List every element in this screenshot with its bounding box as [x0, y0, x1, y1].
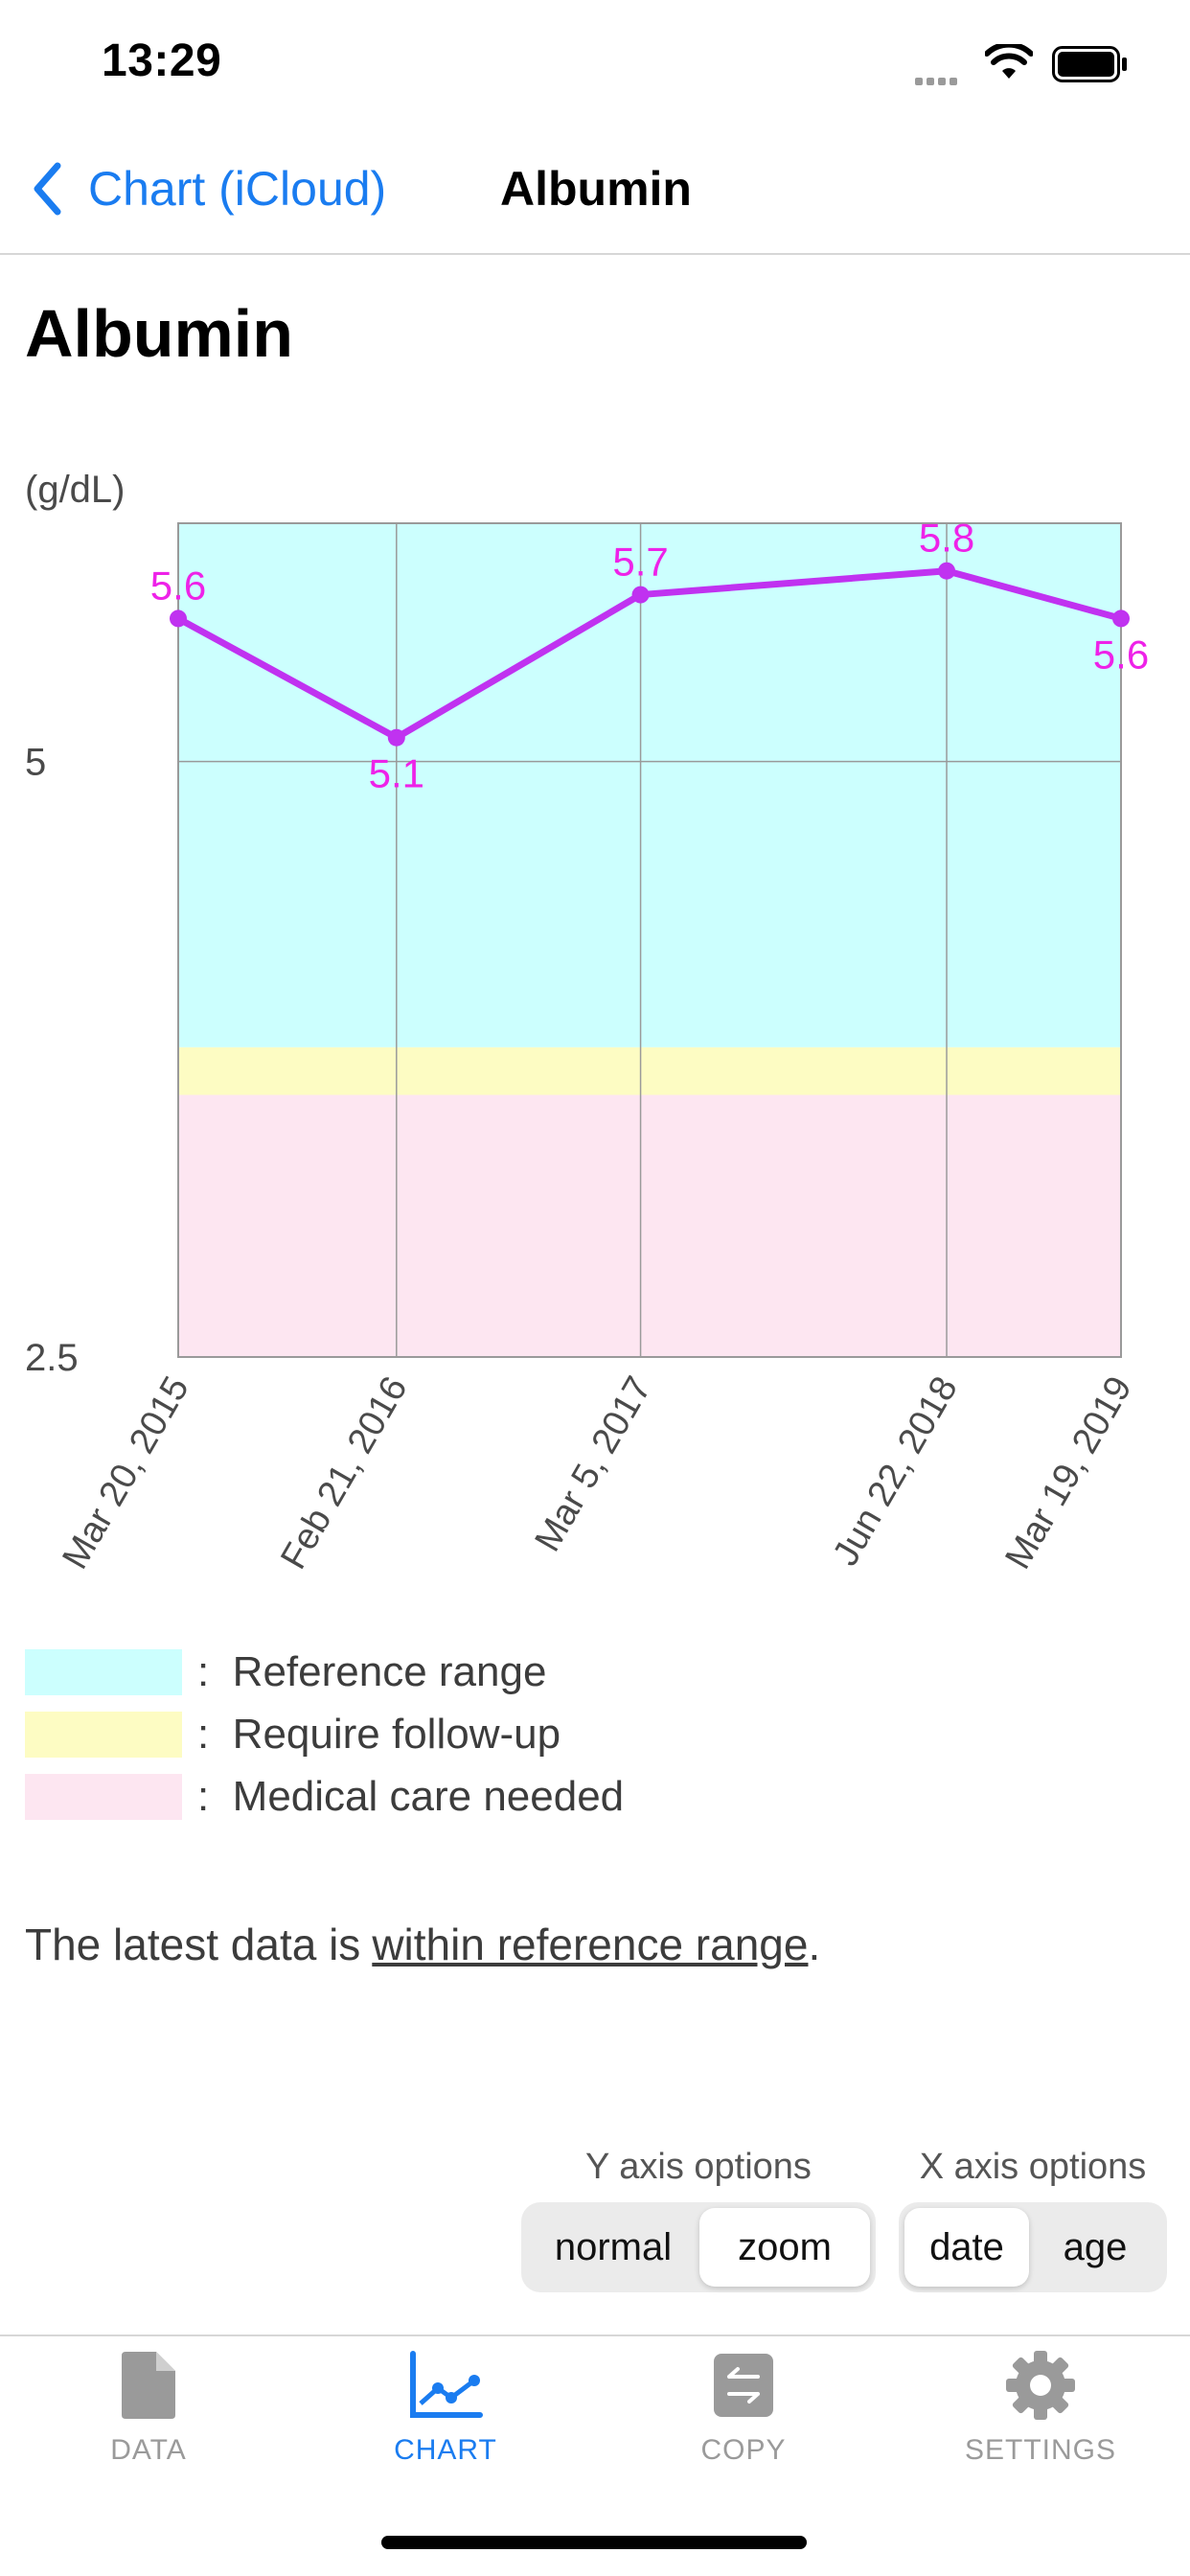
signal-icon	[915, 73, 961, 90]
legend-swatch	[25, 1712, 182, 1758]
x-axis-options-title: X axis options	[919, 2147, 1147, 2187]
tab-data[interactable]: DATA	[53, 2350, 244, 2467]
x-tick-label: Mar 19, 2019	[997, 1370, 1139, 1576]
data-label: 5.7	[612, 540, 668, 585]
document-icon	[122, 2352, 175, 2419]
legend-label: : Medical care needed	[197, 1773, 625, 1820]
x-tick-label: Mar 5, 2017	[528, 1370, 660, 1559]
y-axis-segmented-control[interactable]: normal zoom	[521, 2202, 876, 2292]
data-label: 5.6	[1093, 632, 1149, 677]
tab-settings[interactable]: SETTINGS	[945, 2350, 1136, 2467]
y-normal-option[interactable]: normal	[554, 2225, 673, 2268]
tab-chart[interactable]: CHART	[350, 2350, 541, 2467]
wifi-icon	[985, 44, 1033, 79]
nav-title: Albumin	[0, 161, 1190, 217]
tab-bar-divider	[0, 2334, 1190, 2336]
plot-frame	[177, 522, 1122, 1358]
page-title: Albumin	[25, 296, 293, 371]
x-date-option[interactable]: date	[904, 2208, 1029, 2287]
tab-label: COPY	[700, 2434, 787, 2466]
nav-title-text: Albumin	[500, 162, 692, 216]
home-indicator	[381, 2536, 807, 2549]
data-label: 5.6	[150, 563, 206, 608]
band-0	[178, 523, 1121, 1047]
nav-divider	[0, 253, 1190, 255]
y-tick-label: 5	[25, 742, 46, 784]
back-button[interactable]: Chart (iCloud)	[33, 161, 386, 217]
band-2	[178, 1094, 1121, 1357]
legend-item-follow-up: : Require follow-up	[25, 1711, 561, 1759]
data-label: 5.1	[369, 751, 424, 796]
x-tick-label: Jun 22, 2018	[826, 1370, 966, 1573]
copy-icon	[714, 2354, 773, 2417]
y-zoom-option[interactable]: zoom	[699, 2208, 870, 2287]
back-button-label: Chart (iCloud)	[88, 162, 387, 216]
data-point	[170, 610, 187, 628]
legend-swatch	[25, 1649, 182, 1695]
y-tick-label: 2.5	[25, 1337, 79, 1379]
x-age-option[interactable]: age	[1063, 2225, 1128, 2268]
battery-icon	[1052, 46, 1127, 82]
band-1	[178, 1046, 1121, 1095]
y-axis-label: (g/dL)	[25, 469, 126, 511]
albumin-chart: (g/dL) 5 2.5 Mar 20, 2015 Feb 21, 2016 Mar …	[25, 469, 1149, 1576]
legend-item-reference: : Reference range	[25, 1648, 546, 1696]
legend-swatch	[25, 1774, 182, 1820]
data-point	[387, 728, 405, 747]
status-suffix: .	[808, 1920, 821, 1969]
legend-label: : Reference range	[197, 1648, 547, 1695]
y-axis-options-title: Y axis options	[585, 2147, 812, 2187]
x-tick-label: Mar 20, 2015	[55, 1370, 196, 1576]
chevron-left-icon	[34, 162, 61, 216]
tab-label: CHART	[394, 2434, 497, 2466]
latest-status-text: The latest data is within reference range…	[25, 1919, 820, 1970]
legend-label: : Require follow-up	[197, 1711, 561, 1758]
gear-icon	[1006, 2351, 1075, 2420]
x-axis-segmented-control[interactable]: date age	[899, 2202, 1167, 2292]
x-tick-label: Feb 21, 2016	[273, 1370, 415, 1576]
tab-label: DATA	[110, 2434, 187, 2466]
data-point	[938, 562, 956, 580]
status-prefix: The latest data is	[25, 1920, 361, 1969]
reference-range-link[interactable]: within reference range	[372, 1920, 809, 1969]
data-label: 5.8	[919, 516, 974, 561]
legend-item-medical-care: : Medical care needed	[25, 1773, 624, 1821]
chart-icon	[410, 2351, 483, 2418]
tab-label: SETTINGS	[964, 2434, 1116, 2466]
data-point	[1112, 610, 1130, 628]
status-time: 13:29	[102, 35, 222, 86]
data-point	[631, 586, 650, 604]
tab-copy[interactable]: COPY	[648, 2350, 839, 2467]
